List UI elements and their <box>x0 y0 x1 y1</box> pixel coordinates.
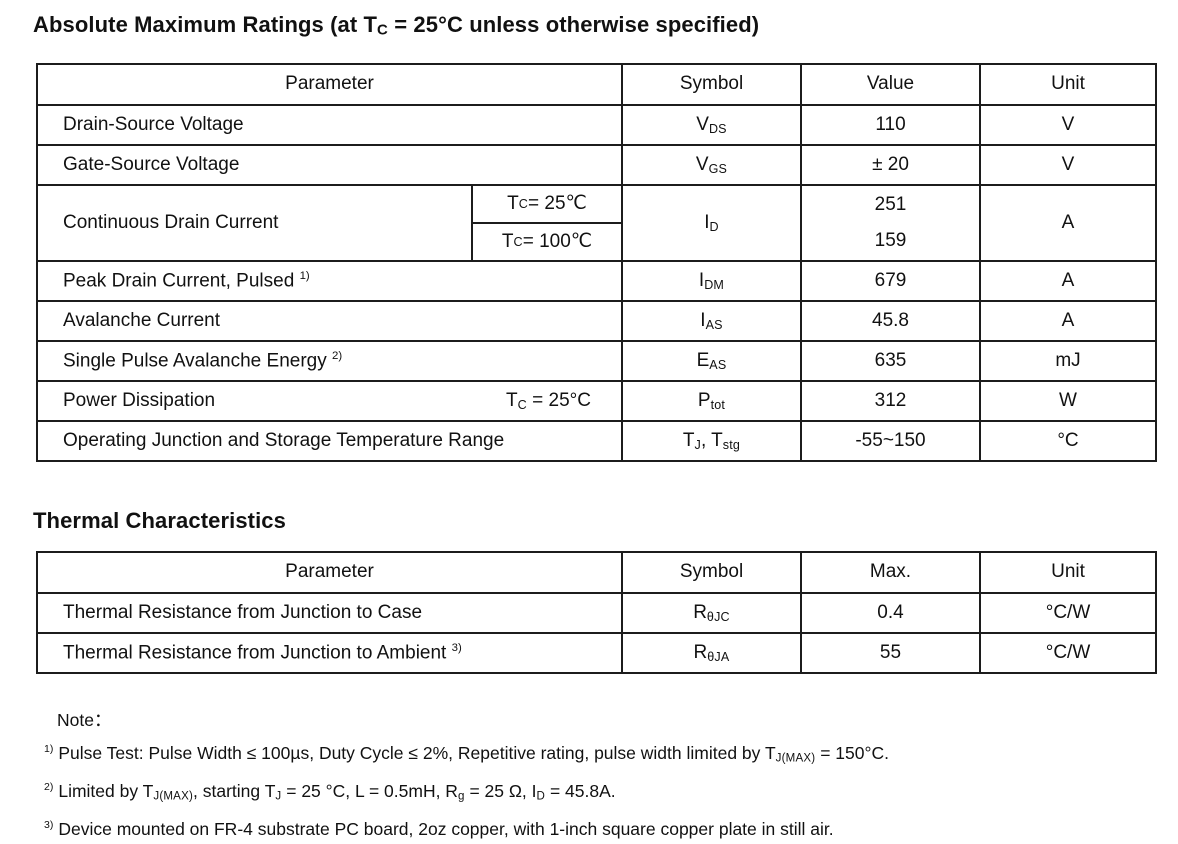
unit-cell: W <box>979 379 1157 422</box>
value-cell: 312 <box>800 379 981 422</box>
condition-label: TC = 25°C <box>506 389 591 412</box>
note-line: 1) Pulse Test: Pulse Width ≤ 100µs, Duty … <box>44 742 889 765</box>
unit-cell: °C/W <box>979 631 1157 674</box>
symbol-cell: ID <box>621 183 802 262</box>
ratings-table: Parameter Symbol Value Unit Drain-Source Vo… <box>36 62 1157 462</box>
value-line: 251 <box>874 193 907 215</box>
value-line: 159 <box>874 229 907 251</box>
unit-cell: °C <box>979 419 1157 462</box>
value-cell: 110 <box>800 103 981 146</box>
column-header: Value <box>800 62 981 106</box>
value-cell: 45.8 <box>800 299 981 342</box>
unit-cell: mJ <box>979 339 1157 382</box>
parameter-cell: Drain-Source Voltage <box>36 103 623 146</box>
unit-cell: A <box>979 259 1157 302</box>
thermal-table: Parameter Symbol Max. Unit Thermal Resistan… <box>36 550 1157 674</box>
table-row: Single Pulse Avalanche Energy 2) EAS 635 mJ <box>36 339 1157 382</box>
table-row: Thermal Resistance from Junction to Case… <box>36 591 1157 634</box>
column-header: Max. <box>800 550 981 594</box>
note-line: 2) Limited by TJ(MAX), starting TJ = 25 °… <box>44 780 616 803</box>
symbol-cell: TJ, Tstg <box>621 419 802 462</box>
ratings-section-title: Absolute Maximum Ratings (at TC = 25°C u… <box>33 12 760 39</box>
value-cell: -55~150 <box>800 419 981 462</box>
value-cell: 635 <box>800 339 981 382</box>
symbol-cell: Ptot <box>621 379 802 422</box>
note-marker: 3) <box>44 819 54 832</box>
column-header: Unit <box>979 62 1157 106</box>
table-row: Continuous Drain Current T C = 25℃ T C = 100… <box>36 183 1157 262</box>
column-header: Parameter <box>36 550 623 594</box>
unit-cell: °C/W <box>979 591 1157 634</box>
parameter-label: Power Dissipation <box>63 389 216 411</box>
column-header: Symbol <box>621 62 802 106</box>
symbol-cell: RθJA <box>621 631 802 674</box>
parameter-cell: Gate-Source Voltage <box>36 143 623 186</box>
table-row: Operating Junction and Storage Temperatu… <box>36 419 1157 462</box>
value-cell: 0.4 <box>800 591 981 634</box>
column-header: Unit <box>979 550 1157 594</box>
value-cell: 679 <box>800 259 981 302</box>
value-cell: 251 159 <box>800 183 981 262</box>
note-line: 3) Device mounted on FR-4 substrate PC bo… <box>44 819 834 840</box>
unit-cell: A <box>979 183 1157 262</box>
note-marker: 1) <box>44 742 54 755</box>
ratings-table-header: Parameter Symbol Value Unit <box>36 62 1157 106</box>
column-header: Symbol <box>621 550 802 594</box>
symbol-cell: IAS <box>621 299 802 342</box>
thermal-table-body: Thermal Resistance from Junction to Case… <box>36 591 1157 674</box>
thermal-table-header: Parameter Symbol Max. Unit <box>36 550 1157 594</box>
parameter-cell: Avalanche Current <box>36 299 623 342</box>
symbol-cell: VGS <box>621 143 802 186</box>
header-row: Parameter Symbol Value Unit <box>36 62 1157 106</box>
parameter-cell: Single Pulse Avalanche Energy 2) <box>36 339 623 382</box>
note-marker: 2) <box>44 781 54 794</box>
value-cell: 55 <box>800 631 981 674</box>
table-row: Drain-Source Voltage VDS 110 V <box>36 103 1157 146</box>
symbol-cell: IDM <box>621 259 802 302</box>
parameter-label: Continuous Drain Current <box>63 211 279 233</box>
symbol-cell: RθJC <box>621 591 802 634</box>
parameter-cell: Thermal Resistance from Junction to Case <box>36 591 623 634</box>
ratings-table-body: Drain-Source Voltage VDS 110 V Gate-Source V… <box>36 103 1157 462</box>
value-cell: ± 20 <box>800 143 981 186</box>
unit-cell: V <box>979 143 1157 186</box>
parameter-cell: Thermal Resistance from Junction to Ambi… <box>36 631 623 674</box>
notes-section: Note： 1) Pulse Test: Pulse Width ≤ 100µs,… <box>44 706 1178 844</box>
parameter-cell: Power Dissipation TC = 25°C <box>36 379 623 422</box>
table-row: Peak Drain Current, Pulsed 1) IDM 679 A <box>36 259 1157 302</box>
notes-label: Note： <box>57 709 112 730</box>
table-row: Power Dissipation TC = 25°C Ptot 312 W <box>36 379 1157 422</box>
header-row: Parameter Symbol Max. Unit <box>36 550 1157 594</box>
parameter-cell: Peak Drain Current, Pulsed 1) <box>36 259 623 302</box>
parameter-cell: Operating Junction and Storage Temperatu… <box>36 419 623 462</box>
table-row: Thermal Resistance from Junction to Ambi… <box>36 631 1157 674</box>
table-row: Avalanche Current IAS 45.8 A <box>36 299 1157 342</box>
unit-cell: A <box>979 299 1157 342</box>
parameter-cell: Continuous Drain Current T C = 25℃ T C = 100… <box>36 183 623 262</box>
table-row: Gate-Source Voltage VGS ± 20 V <box>36 143 1157 186</box>
note-lines: 1) Pulse Test: Pulse Width ≤ 100µs, Duty … <box>44 735 1178 844</box>
column-header: Parameter <box>36 62 623 106</box>
unit-cell: V <box>979 103 1157 146</box>
thermal-section-title: Thermal Characteristics <box>33 507 286 533</box>
symbol-cell: EAS <box>621 339 802 382</box>
symbol-cell: VDS <box>621 103 802 146</box>
